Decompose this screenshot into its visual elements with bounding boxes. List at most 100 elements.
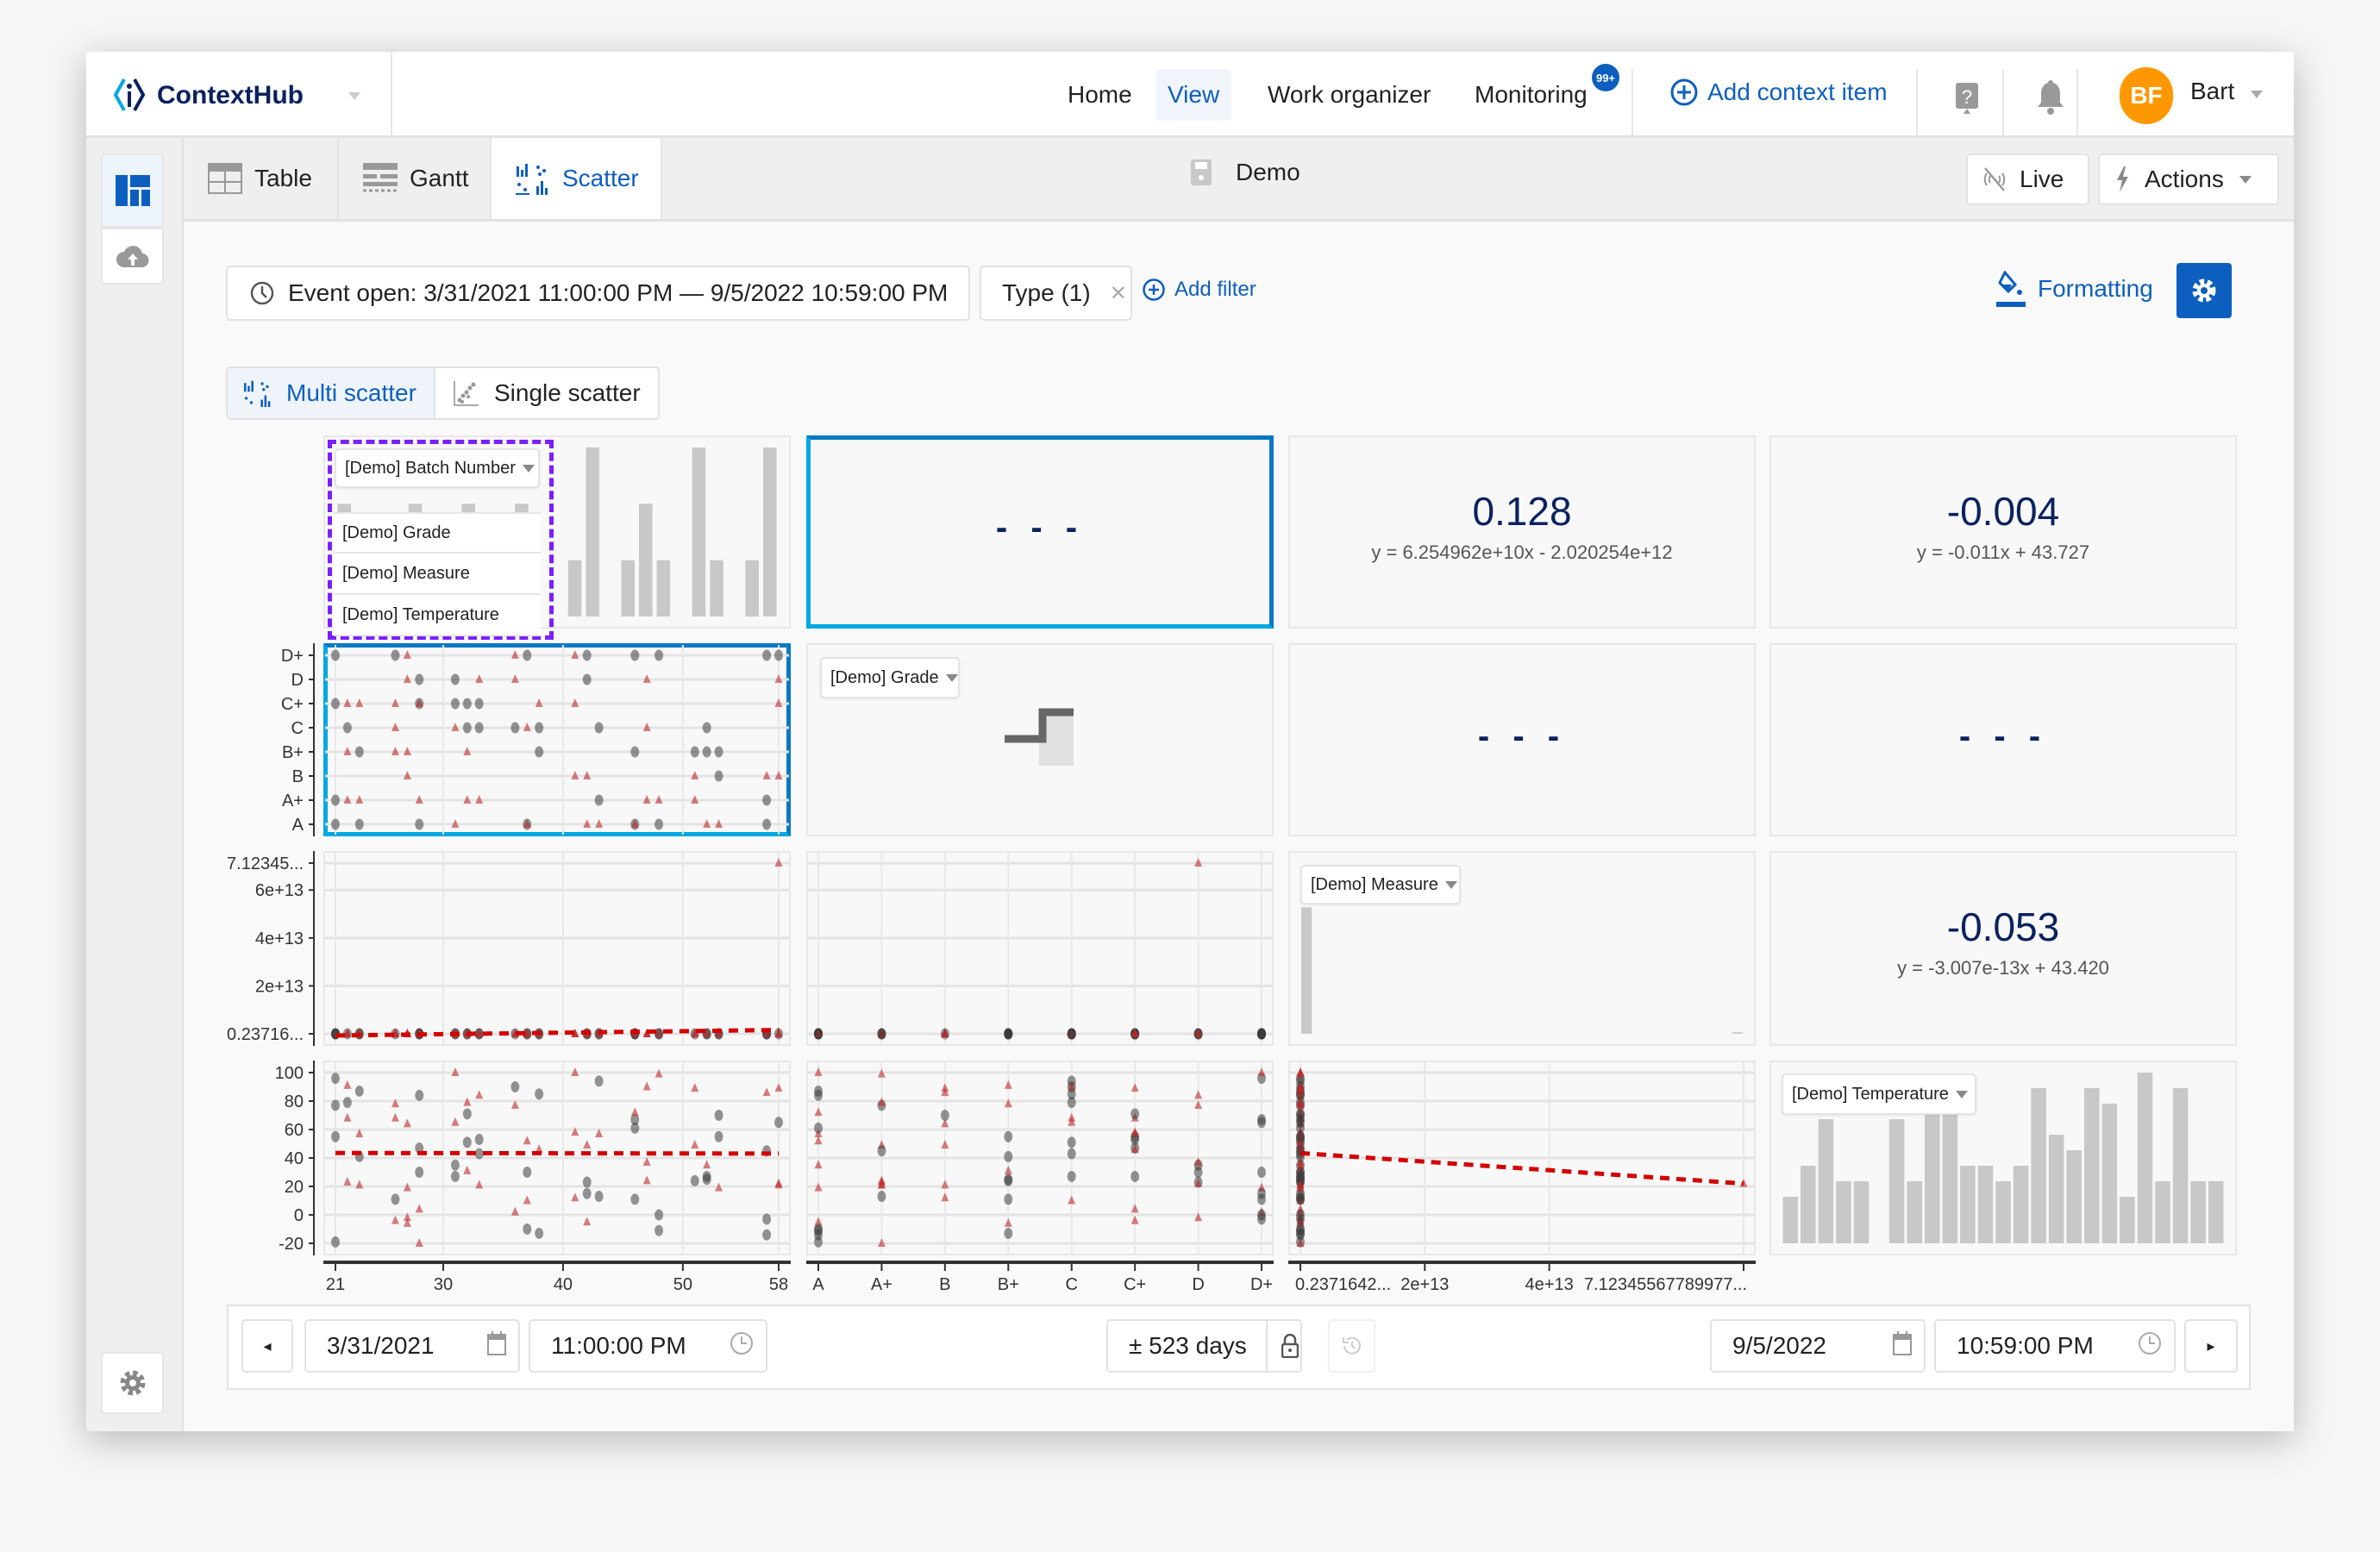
event-time-filter-chip[interactable]: Event open: 3/31/2021 11:00:00 PM — 9/5/…: [226, 266, 970, 321]
data-point-triangle: [391, 723, 399, 731]
data-point-triangle: [1194, 1178, 1203, 1187]
data-point-circle: [331, 1099, 340, 1111]
data-point-triangle: [475, 1029, 484, 1037]
tab-scatter-label: Scatter: [562, 165, 639, 191]
type-filter-chip[interactable]: Type (1) ✕: [980, 266, 1132, 321]
tab-scatter[interactable]: Scatter: [492, 138, 662, 219]
batch-histogram-bar: [692, 447, 706, 616]
data-point-triangle: [415, 1204, 423, 1213]
multi-scatter-toggle[interactable]: Multi scatter: [226, 366, 435, 420]
matrix-cell-grade-vs-batch[interactable]: [323, 643, 791, 836]
upload-button[interactable]: [101, 228, 164, 285]
matrix-cell-grade-vs-measure[interactable]: [1288, 643, 1756, 836]
tab-gantt[interactable]: Gantt: [339, 138, 492, 219]
y-tick-label: 0: [294, 1206, 304, 1225]
data-point-triangle: [535, 1144, 543, 1154]
notifications-bell-icon[interactable]: [2035, 78, 2066, 120]
select-value: [Demo] Measure: [1311, 874, 1438, 894]
gear-icon: [120, 1370, 145, 1396]
data-point-circle: [774, 1117, 783, 1129]
data-point-circle: [1296, 1229, 1305, 1241]
data-point-triangle: [774, 771, 783, 779]
clock-icon[interactable]: [2138, 1331, 2162, 1361]
data-point-triangle: [510, 650, 519, 659]
formatting-button[interactable]: Formatting: [1996, 271, 2153, 307]
measure-variable-select[interactable]: [Demo] Measure: [1300, 865, 1461, 904]
matrix-cell-batch-vs-measure[interactable]: [1288, 435, 1756, 629]
end-time-input[interactable]: 10:59:00 PM: [1934, 1319, 2176, 1373]
event-time-filter-label: Event open: 3/31/2021 11:00:00 PM — 9/5/…: [288, 279, 949, 306]
data-point-triangle: [941, 1087, 949, 1097]
data-point-circle: [462, 698, 472, 710]
live-toggle-button[interactable]: Live: [1966, 153, 2089, 205]
history-button[interactable]: [1328, 1319, 1375, 1373]
batch-variable-select[interactable]: [Demo] Batch Number: [335, 448, 540, 488]
data-point-triangle: [1004, 1080, 1012, 1089]
tab-table[interactable]: Table: [184, 138, 339, 219]
variable-menu-item-grade[interactable]: [Demo] Grade: [334, 512, 541, 554]
app-switcher-caret-icon[interactable]: [348, 92, 360, 100]
matrix-cell-measure-vs-batch[interactable]: [323, 851, 791, 1046]
data-point-circle: [1130, 1108, 1140, 1120]
end-date-input[interactable]: 9/5/2022: [1710, 1319, 1926, 1373]
grade-variable-select[interactable]: [Demo] Grade: [820, 657, 960, 698]
data-point-triangle: [415, 1238, 423, 1247]
divider: [2076, 69, 2078, 136]
start-time-input[interactable]: 11:00:00 PM: [529, 1319, 767, 1373]
single-scatter-toggle[interactable]: Single scatter: [434, 366, 660, 420]
calendar-icon[interactable]: [487, 1330, 506, 1361]
data-point-circle: [1067, 1097, 1076, 1109]
x-tick-label: 0.2371642...: [1295, 1275, 1391, 1294]
lock-icon[interactable]: [1265, 1321, 1299, 1371]
start-date-input[interactable]: 3/31/2021: [304, 1319, 520, 1373]
data-point-triangle: [1130, 1029, 1139, 1037]
nav-view[interactable]: View: [1156, 69, 1232, 121]
tab-table-label: Table: [254, 165, 312, 191]
calendar-icon[interactable]: [1893, 1330, 1912, 1361]
data-point-triangle: [774, 674, 783, 683]
clock-icon[interactable]: [730, 1331, 754, 1361]
variable-menu-item-measure[interactable]: [Demo] Measure: [334, 554, 541, 595]
nav-monitoring[interactable]: Monitoring: [1475, 81, 1588, 108]
data-point-circle: [331, 649, 340, 661]
left-sidebar: [86, 138, 184, 1431]
nav-home[interactable]: Home: [1068, 81, 1132, 108]
matrix-cell-measure-vs-grade[interactable]: [806, 851, 1274, 1046]
variable-menu-item-temperature[interactable]: [Demo] Temperature: [334, 595, 541, 636]
settings-gear-button[interactable]: [2176, 263, 2232, 318]
data-point-triangle: [571, 650, 579, 659]
batch-histogram-bar: [621, 560, 636, 616]
range-span-input[interactable]: ± 523 days: [1106, 1319, 1302, 1373]
remove-filter-close-icon[interactable]: ✕: [1109, 281, 1127, 305]
data-point-circle: [354, 818, 364, 830]
add-filter-button[interactable]: Add filter: [1142, 278, 1256, 302]
save-icon[interactable]: [1191, 160, 1212, 185]
add-context-item-button[interactable]: Add context item: [1669, 78, 1888, 107]
actions-dropdown-button[interactable]: Actions: [2098, 153, 2279, 205]
trend-line: [335, 1028, 780, 1038]
dashboard-button[interactable]: [101, 153, 164, 228]
matrix-cell-batch-vs-temperature[interactable]: [1769, 435, 2237, 629]
temperature-variable-select[interactable]: [Demo] Temperature: [1782, 1073, 1976, 1115]
previous-range-button[interactable]: ◂: [241, 1319, 293, 1373]
temperature-histogram-bar: [2031, 1088, 2046, 1243]
chevron-down-icon: [1444, 880, 1457, 889]
data-point-triangle: [510, 1099, 519, 1109]
svg-text:?: ?: [1962, 86, 1972, 108]
user-menu-caret-icon[interactable]: [2251, 91, 2263, 98]
data-point-triangle: [814, 1182, 823, 1192]
settings-button[interactable]: [101, 1352, 164, 1414]
matrix-cell-grade-vs-temperature[interactable]: [1769, 643, 2237, 836]
user-avatar[interactable]: BF: [2120, 67, 2173, 124]
data-point-circle: [814, 1229, 823, 1241]
data-point-circle: [415, 818, 424, 830]
user-name[interactable]: Bart: [2190, 78, 2235, 104]
app-logo[interactable]: ContextHub: [112, 76, 304, 116]
chevron-down-icon: [522, 464, 535, 472]
next-range-button[interactable]: ▸: [2184, 1319, 2238, 1373]
help-icon[interactable]: ?: [1954, 81, 1980, 120]
matrix-cell-batch-vs-grade[interactable]: [806, 435, 1274, 629]
batch-histogram-bar: [586, 447, 599, 616]
nav-work-organizer[interactable]: Work organizer: [1268, 81, 1431, 108]
matrix-cell-measure-vs-temperature[interactable]: [1769, 851, 2237, 1046]
